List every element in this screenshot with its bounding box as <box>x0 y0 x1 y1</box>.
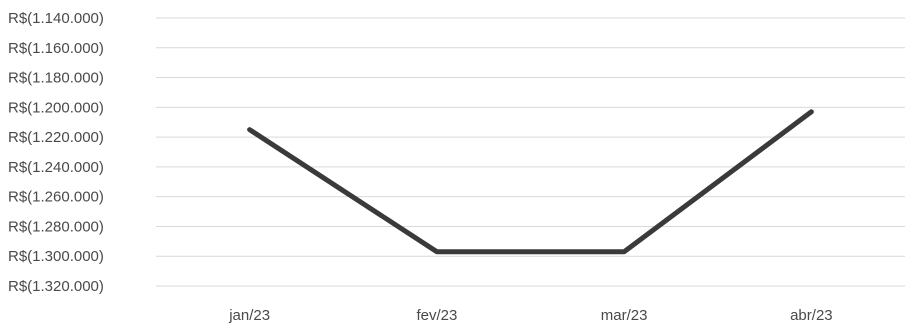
y-tick-label: R$(1.160.000) <box>8 40 104 57</box>
y-axis-tick-labels: R$(1.140.000) R$(1.160.000) R$(1.180.000) R… <box>8 10 104 295</box>
x-tick-label: jan/23 <box>228 307 270 324</box>
series-layer <box>247 109 814 255</box>
y-tick-label: R$(1.300.000) <box>8 248 104 265</box>
y-tick-label: R$(1.220.000) <box>8 129 104 146</box>
y-tick-label: R$(1.200.000) <box>8 99 104 116</box>
gridlines <box>156 17 905 287</box>
y-tick-label: R$(1.240.000) <box>8 159 104 176</box>
y-tick-label: R$(1.260.000) <box>8 189 104 206</box>
y-tick-label: R$(1.320.000) <box>8 278 104 295</box>
y-tick-label: R$(1.280.000) <box>8 218 104 235</box>
x-tick-label: mar/23 <box>601 307 648 324</box>
y-tick-label: R$(1.140.000) <box>8 10 104 27</box>
series-line <box>247 109 814 255</box>
x-tick-label: abr/23 <box>790 307 833 324</box>
y-tick-label: R$(1.180.000) <box>8 70 104 87</box>
x-tick-label: fev/23 <box>416 307 457 324</box>
x-axis-tick-labels: jan/23 fev/23 mar/23 abr/23 <box>228 307 832 324</box>
